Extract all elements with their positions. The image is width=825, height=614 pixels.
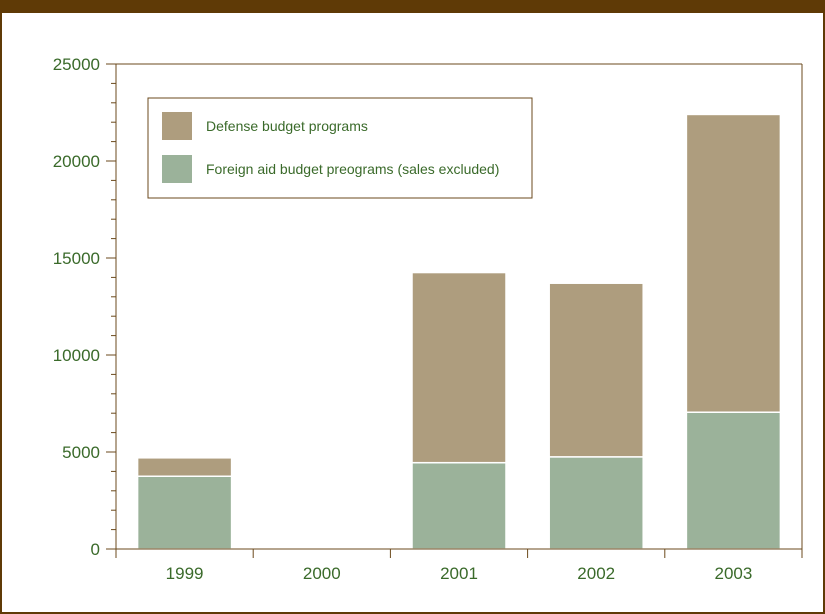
y-tick-label: 20000 <box>53 152 100 171</box>
header-bar <box>0 0 825 13</box>
bar-defense <box>411 271 507 464</box>
y-tick-label: 15000 <box>53 249 100 268</box>
bar-defense <box>136 457 233 478</box>
x-tick-label: 2003 <box>714 564 752 583</box>
y-tick-label: 5000 <box>62 443 100 462</box>
bar-defense <box>685 113 782 413</box>
legend-swatch-foreign-aid <box>162 155 192 183</box>
bars-group <box>136 113 782 550</box>
x-tick-label: 2001 <box>440 564 478 583</box>
legend: Defense budget programs Foreign aid budg… <box>147 97 533 199</box>
bar-foreign-aid <box>685 411 782 550</box>
y-tick-label: 10000 <box>53 346 100 365</box>
plot-area <box>116 63 803 549</box>
x-tick-label: 1999 <box>166 564 204 583</box>
legend-label-foreign-aid: Foreign aid budget preograms (sales excl… <box>206 161 499 177</box>
bar-foreign-aid <box>548 456 644 550</box>
y-tick-label: 25000 <box>53 55 100 74</box>
bar-foreign-aid <box>411 461 507 550</box>
x-tick-label: 2002 <box>577 564 615 583</box>
y-axis: 0 5000 10000 15000 20000 25000 <box>53 55 117 559</box>
legend-box <box>147 97 533 199</box>
legend-label-defense: Defense budget programs <box>206 118 368 134</box>
bar-defense <box>548 282 644 458</box>
legend-swatch-defense <box>162 112 192 140</box>
x-tick-label: 2000 <box>303 564 341 583</box>
y-tick-label: 0 <box>91 540 100 559</box>
bar-foreign-aid <box>136 475 233 550</box>
x-axis: 1999 2000 2001 2002 2003 <box>115 548 803 583</box>
